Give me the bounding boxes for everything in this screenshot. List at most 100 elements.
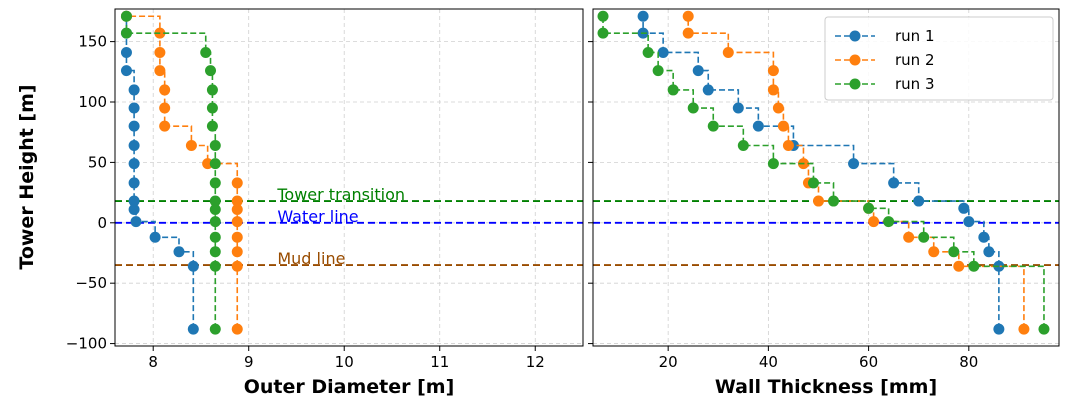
data-point [209,216,221,228]
data-point [968,260,980,272]
data-point [231,216,243,228]
data-point [953,260,965,272]
data-point [767,84,779,96]
data-point [128,195,140,207]
data-point [231,231,243,243]
data-point [128,102,140,114]
data-point [707,120,719,132]
data-point [958,202,970,214]
legend-marker [849,78,861,90]
x-tick-label: 20 [659,353,678,371]
series-line-run-2 [126,15,239,330]
data-point [978,231,990,243]
data-point [128,158,140,170]
data-point [652,65,664,77]
data-point [209,177,221,189]
x-tick-label: 40 [759,353,778,371]
data-point [159,102,171,114]
data-point [209,158,221,170]
data-point [752,120,764,132]
data-point [209,260,221,272]
data-point [120,27,132,39]
data-point [209,195,221,207]
data-point [128,84,140,96]
data-point [868,216,880,228]
data-point [863,202,875,214]
data-point [948,246,960,258]
data-point [807,177,819,189]
legend-label: run 1 [895,27,935,45]
data-point [209,231,221,243]
data-point [692,65,704,77]
data-point [120,10,132,22]
data-point [206,102,218,114]
data-point [209,246,221,258]
y-tick-label: 150 [78,33,107,51]
data-point [154,46,166,58]
data-point [722,46,734,58]
data-point [185,139,197,151]
data-point [918,231,930,243]
y-tick-label: 100 [78,93,107,111]
data-point [231,323,243,335]
series-line-run-3 [125,16,217,330]
data-point [983,246,995,258]
data-point [149,231,161,243]
y-tick-label: 0 [97,214,107,232]
x-tick-label: 60 [859,353,878,371]
x-tick-label: 10 [335,353,354,371]
data-point [173,246,185,258]
data-point [637,10,649,22]
x-tick-label: 8 [148,353,158,371]
data-point [128,139,140,151]
data-point [205,65,217,77]
y-tick-label: −100 [66,335,107,353]
data-point [913,195,925,207]
data-point [128,177,140,189]
data-point [963,216,975,228]
data-point [777,120,789,132]
x-tick-label: 11 [430,353,449,371]
tower-transition-label: Tower transition [276,185,405,204]
x-tick-label: 12 [526,353,545,371]
y-tick-label: 50 [88,153,107,171]
data-point [200,46,212,58]
data-point [231,260,243,272]
data-point [828,195,840,207]
x-tick-label: 9 [244,353,254,371]
legend-marker [849,30,861,42]
data-point [209,204,221,216]
data-point [187,260,199,272]
data-point [597,10,609,22]
data-point [202,158,214,170]
data-point [187,323,199,335]
data-point [231,195,243,207]
data-point [993,260,1005,272]
data-point [120,46,132,58]
data-point [1038,323,1050,335]
data-point [209,323,221,335]
x-axis-label: Outer Diameter [m] [244,376,455,398]
data-point [782,139,794,151]
legend-marker [849,54,861,66]
legend-label: run 3 [895,75,935,93]
data-point [767,158,779,170]
data-point [682,27,694,39]
data-point [159,120,171,132]
axes-frame [592,8,1060,347]
legend-label: run 2 [895,51,935,69]
data-point [1018,323,1030,335]
data-point [702,84,714,96]
data-point [883,216,895,228]
data-point [154,65,166,77]
x-tick-label: 80 [959,353,978,371]
data-point [130,216,142,228]
data-point [682,10,694,22]
data-point [767,65,779,77]
data-point [903,231,915,243]
water-line-label: Water line [277,207,358,226]
data-point [159,84,171,96]
data-point [642,46,654,58]
mud-line-label: Mud line [277,249,345,268]
